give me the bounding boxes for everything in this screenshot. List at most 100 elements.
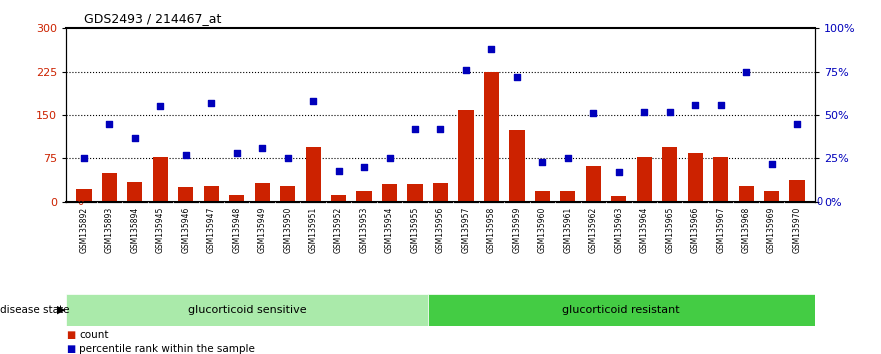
Text: GSM135968: GSM135968 [742, 206, 751, 253]
Text: 0: 0 [78, 197, 84, 207]
Bar [178, 187, 194, 202]
Bar [382, 184, 397, 202]
Bar [101, 173, 117, 202]
Point [408, 126, 422, 132]
Point [536, 159, 550, 165]
Text: glucorticoid resistant: glucorticoid resistant [562, 305, 680, 315]
Bar [427, 294, 815, 326]
Point [382, 156, 396, 161]
Bar [77, 189, 92, 202]
Text: GSM135966: GSM135966 [691, 206, 700, 253]
Text: GSM135894: GSM135894 [130, 206, 139, 253]
Text: GSM135956: GSM135956 [436, 206, 445, 253]
Text: GSM135949: GSM135949 [258, 206, 267, 253]
Text: GSM135963: GSM135963 [614, 206, 623, 253]
Bar [152, 157, 168, 202]
Bar [764, 192, 780, 202]
Bar [687, 153, 703, 202]
Text: percentile rank within the sample: percentile rank within the sample [79, 344, 255, 354]
Point [357, 164, 371, 170]
Text: GSM135950: GSM135950 [283, 206, 292, 253]
Text: GSM135952: GSM135952 [334, 206, 343, 253]
Bar [586, 166, 601, 202]
Text: GSM135954: GSM135954 [385, 206, 394, 253]
Text: GSM135946: GSM135946 [181, 206, 190, 253]
Text: GSM135893: GSM135893 [105, 206, 114, 253]
Text: GSM135957: GSM135957 [462, 206, 470, 253]
Point [179, 152, 193, 158]
Point [331, 168, 345, 173]
Point [281, 156, 295, 161]
Bar [713, 157, 729, 202]
Text: GSM135964: GSM135964 [640, 206, 648, 253]
Point [790, 121, 804, 127]
Point [765, 161, 779, 166]
Point [688, 102, 702, 108]
Bar [663, 147, 677, 202]
Text: GSM135969: GSM135969 [767, 206, 776, 253]
Text: GSM135947: GSM135947 [207, 206, 216, 253]
Text: count: count [79, 330, 108, 339]
Point [433, 126, 448, 132]
Bar [458, 110, 474, 202]
Text: ■: ■ [66, 330, 75, 339]
Bar [229, 195, 244, 202]
Bar [331, 195, 346, 202]
Point [714, 102, 728, 108]
Text: ▶: ▶ [57, 305, 66, 315]
Text: GSM135955: GSM135955 [411, 206, 419, 253]
Text: glucorticoid sensitive: glucorticoid sensitive [188, 305, 306, 315]
Text: GSM135951: GSM135951 [308, 206, 318, 253]
Text: GSM135945: GSM135945 [156, 206, 165, 253]
Text: GSM135970: GSM135970 [793, 206, 802, 253]
Bar [407, 184, 423, 202]
Point [255, 145, 270, 151]
Bar [738, 185, 754, 202]
Point [663, 109, 677, 114]
Bar [306, 147, 321, 202]
Point [611, 170, 626, 175]
Point [485, 46, 499, 52]
Bar [637, 157, 652, 202]
Point [128, 135, 142, 141]
Text: 0: 0 [816, 197, 822, 207]
Point [153, 103, 167, 109]
Bar [255, 183, 270, 202]
Text: GSM135962: GSM135962 [589, 206, 598, 253]
Text: GSM135959: GSM135959 [513, 206, 522, 253]
Text: GSM135967: GSM135967 [716, 206, 725, 253]
Bar [280, 185, 295, 202]
Bar [484, 72, 499, 202]
Bar [509, 130, 524, 202]
Bar [611, 196, 626, 202]
Bar [204, 185, 218, 202]
Point [561, 156, 575, 161]
Point [637, 109, 651, 114]
Point [102, 121, 116, 127]
Point [306, 98, 320, 104]
Bar [66, 294, 427, 326]
Bar [560, 192, 575, 202]
Point [586, 110, 600, 116]
Point [230, 150, 244, 156]
Bar [535, 192, 550, 202]
Bar [127, 182, 143, 202]
Text: GSM135961: GSM135961 [563, 206, 573, 253]
Bar [433, 183, 448, 202]
Text: GDS2493 / 214467_at: GDS2493 / 214467_at [84, 12, 221, 25]
Point [204, 100, 218, 106]
Point [77, 156, 91, 161]
Text: GSM135960: GSM135960 [538, 206, 547, 253]
Text: GSM135953: GSM135953 [359, 206, 368, 253]
Point [459, 67, 473, 73]
Bar [357, 192, 372, 202]
Text: GSM135965: GSM135965 [665, 206, 674, 253]
Text: disease state: disease state [0, 305, 70, 315]
Point [510, 74, 524, 80]
Point [739, 69, 753, 75]
Text: GSM135892: GSM135892 [79, 206, 88, 252]
Bar [789, 180, 804, 202]
Text: GSM135948: GSM135948 [233, 206, 241, 253]
Text: ■: ■ [66, 344, 75, 354]
Text: GSM135958: GSM135958 [487, 206, 496, 253]
